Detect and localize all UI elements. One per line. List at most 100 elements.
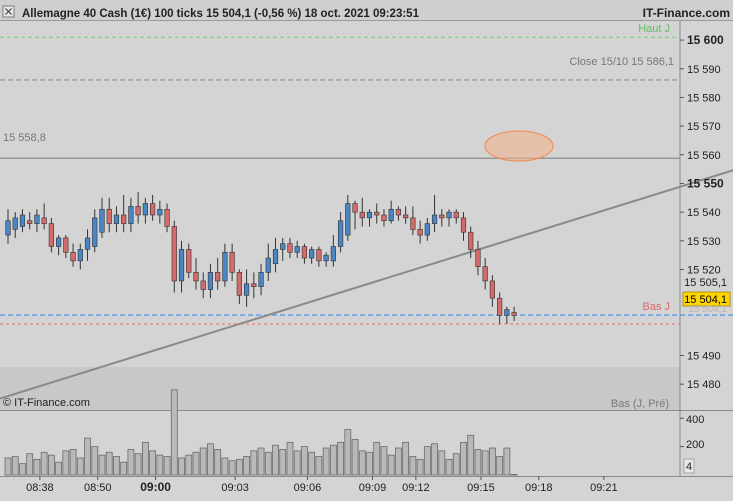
volume-bar xyxy=(315,456,323,476)
candle xyxy=(178,240,185,293)
volume-bar xyxy=(98,454,106,476)
volume-bar xyxy=(279,449,287,476)
candle xyxy=(106,197,112,233)
candle-body xyxy=(403,214,409,219)
candle-body xyxy=(460,217,467,233)
candle xyxy=(150,194,156,221)
volume-bar xyxy=(207,443,214,476)
candle xyxy=(200,272,206,299)
volume-tick-400: 400 xyxy=(686,414,704,426)
volume-bar xyxy=(178,457,185,476)
volume-bar xyxy=(141,441,149,476)
candle xyxy=(207,263,214,299)
volume-bar xyxy=(40,451,48,476)
candle-body xyxy=(511,312,517,316)
price-tick-label: 15 590 xyxy=(687,64,721,76)
candle xyxy=(287,237,293,259)
candle-body xyxy=(135,206,141,216)
time-tick-label: 09:09 xyxy=(359,482,387,494)
time-tick-label: 08:50 xyxy=(84,482,112,494)
volume-bar xyxy=(402,441,410,476)
candle xyxy=(27,212,33,230)
candle xyxy=(121,194,127,233)
volume-bar xyxy=(243,456,250,476)
chart-title: Allemagne 40 Cash (1€) 100 ticks 15 504,… xyxy=(22,8,420,20)
candle-body xyxy=(251,283,257,287)
candle xyxy=(410,206,416,236)
candle xyxy=(460,212,467,241)
candle-body xyxy=(482,266,488,282)
candle xyxy=(128,197,134,233)
candle xyxy=(309,246,315,264)
price-tick-label: 15 480 xyxy=(687,379,721,391)
price-tick-label: 15 530 xyxy=(687,236,721,248)
candle-body xyxy=(5,220,11,236)
volume-bar xyxy=(156,454,164,476)
volume-bar xyxy=(11,456,19,476)
candle xyxy=(48,217,54,253)
volume-bar xyxy=(127,449,135,476)
volume-bar xyxy=(84,437,91,476)
candle-body xyxy=(359,211,365,219)
candle xyxy=(272,237,279,273)
candle-body xyxy=(323,254,329,262)
candle-body xyxy=(265,257,271,273)
candle xyxy=(403,206,409,224)
price-plot-background xyxy=(0,20,680,410)
candle xyxy=(511,306,517,322)
candle xyxy=(251,272,257,299)
candle xyxy=(243,269,250,307)
candle-body xyxy=(215,272,221,282)
volume-bar xyxy=(496,456,504,476)
candle xyxy=(84,229,91,261)
candle xyxy=(164,203,170,233)
close-chart-icon[interactable] xyxy=(2,5,15,18)
volume-bar xyxy=(62,450,70,476)
candle-body xyxy=(381,214,387,222)
header-bar xyxy=(0,0,733,20)
candle xyxy=(222,243,228,287)
volume-bar xyxy=(257,447,265,476)
candle-body xyxy=(504,309,510,316)
volume-bar xyxy=(185,454,193,476)
candle-body xyxy=(446,211,452,219)
candle xyxy=(92,209,98,253)
time-tick-label: 09:18 xyxy=(525,482,553,494)
candle-body xyxy=(294,246,300,253)
volume-bar xyxy=(344,429,352,476)
candle-body xyxy=(193,272,199,282)
volume-bar xyxy=(250,450,258,476)
candle-body xyxy=(171,226,177,282)
price-tick-label: 15 580 xyxy=(687,92,721,104)
volume-bar xyxy=(272,444,279,476)
candle xyxy=(77,243,83,270)
volume-bar xyxy=(47,454,55,476)
candle-body xyxy=(99,208,105,233)
volume-bar xyxy=(76,457,84,476)
reference-lines xyxy=(0,36,733,325)
volume-bar xyxy=(467,434,475,476)
candle-body xyxy=(178,249,185,282)
candle-body xyxy=(236,272,242,296)
volume-bar xyxy=(214,449,222,476)
volume-bar xyxy=(445,458,453,476)
candle-body xyxy=(113,214,120,224)
price-tick-label: 15 570 xyxy=(687,121,721,133)
last-price-tag: 15 504,1 xyxy=(684,294,727,306)
volume-last-tag: 4 xyxy=(686,461,692,473)
candle-body xyxy=(395,208,402,216)
volume-bar xyxy=(474,449,482,476)
candle xyxy=(215,258,221,290)
volume-bar xyxy=(329,444,337,476)
candle-body xyxy=(70,251,76,262)
volume-bar xyxy=(351,439,359,476)
candle-body xyxy=(106,208,112,224)
volume-bar xyxy=(423,446,431,476)
candle xyxy=(475,240,481,276)
candle xyxy=(265,243,271,281)
trendline xyxy=(0,169,733,400)
candle-body xyxy=(142,203,148,216)
last-price-tag-bg xyxy=(682,291,731,307)
candle xyxy=(41,203,47,230)
volume-bar xyxy=(460,441,467,476)
